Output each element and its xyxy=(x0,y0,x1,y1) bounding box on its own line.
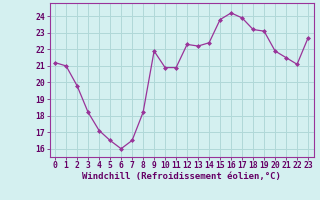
X-axis label: Windchill (Refroidissement éolien,°C): Windchill (Refroidissement éolien,°C) xyxy=(82,172,281,181)
